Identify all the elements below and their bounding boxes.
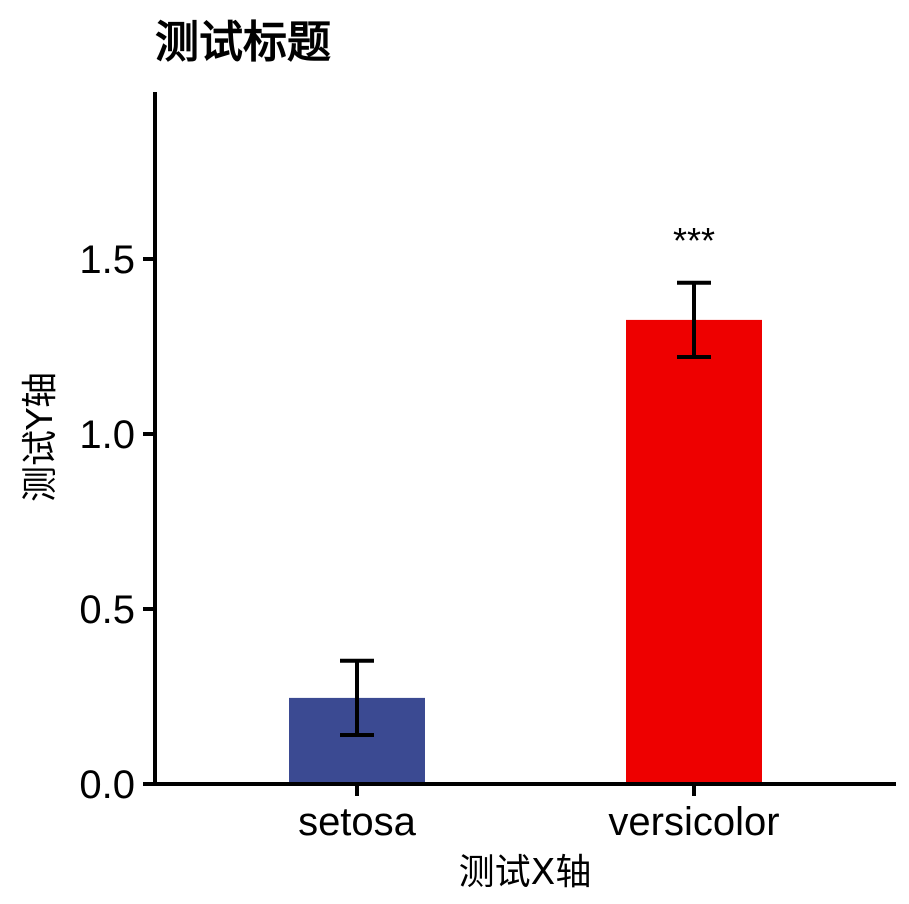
significance-label: *** [673,220,715,261]
y-tick-label: 0.5 [79,588,135,632]
y-axis-label: 测试Y轴 [20,372,61,502]
y-tick-label: 0.0 [79,763,135,807]
y-tick-label: 1.5 [79,238,135,282]
plot-area: 0.0 0.5 1.0 1.5 setosa versicolor *** [79,220,779,844]
x-tick-label: setosa [298,800,417,844]
x-tick-label: versicolor [608,800,779,844]
x-axis-label: 测试X轴 [459,852,592,893]
chart-title: 测试标题 [155,17,331,68]
bar-versicolor [626,319,762,784]
y-tick-label: 1.0 [79,413,135,457]
